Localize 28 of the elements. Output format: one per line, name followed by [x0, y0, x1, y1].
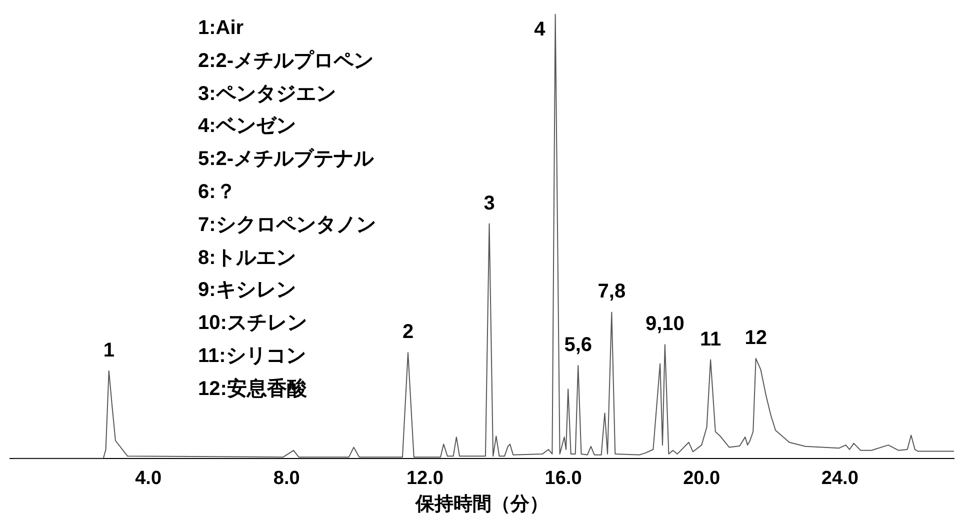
x-tick-label: 24.0: [821, 468, 858, 490]
annotation: 8:トルエン: [198, 246, 297, 271]
annotation: 7,8: [598, 280, 626, 303]
annotation: 12:安息香酸: [198, 376, 308, 402]
annotation: 7:シクロペンタノン: [198, 212, 376, 238]
annotation: 5:2-メチルブテナル: [198, 146, 375, 172]
x-axis-title: 保持時間（分）: [414, 492, 548, 515]
annotation: 4: [534, 18, 546, 41]
annotation: 4:ベンゼン: [198, 114, 297, 140]
annotation: 3: [484, 192, 495, 214]
annotation: 6:？: [198, 180, 237, 205]
annotation: 9:キシレン: [198, 278, 297, 304]
annotation: 5,6: [564, 334, 592, 356]
annotation: 9,10: [645, 313, 684, 336]
x-tick-label: 8.0: [273, 468, 300, 490]
annotation: 10:スチレン: [198, 311, 308, 336]
annotation: 12: [744, 326, 767, 349]
annotation: 1: [103, 339, 114, 362]
annotation: 1:Air: [198, 16, 245, 41]
x-tick-label: 20.0: [683, 468, 720, 490]
annotation: 3:ペンタジエン: [198, 82, 337, 107]
x-tick-label: 4.0: [135, 468, 162, 490]
x-tick-label: 16.0: [544, 468, 582, 490]
annotation: 11:シリコン: [198, 344, 307, 369]
annotation: 2: [402, 321, 414, 344]
annotation: 11: [700, 328, 722, 350]
x-tick-label: 12.0: [406, 468, 444, 490]
annotation: 2:2-メチルプロペン: [198, 48, 375, 74]
